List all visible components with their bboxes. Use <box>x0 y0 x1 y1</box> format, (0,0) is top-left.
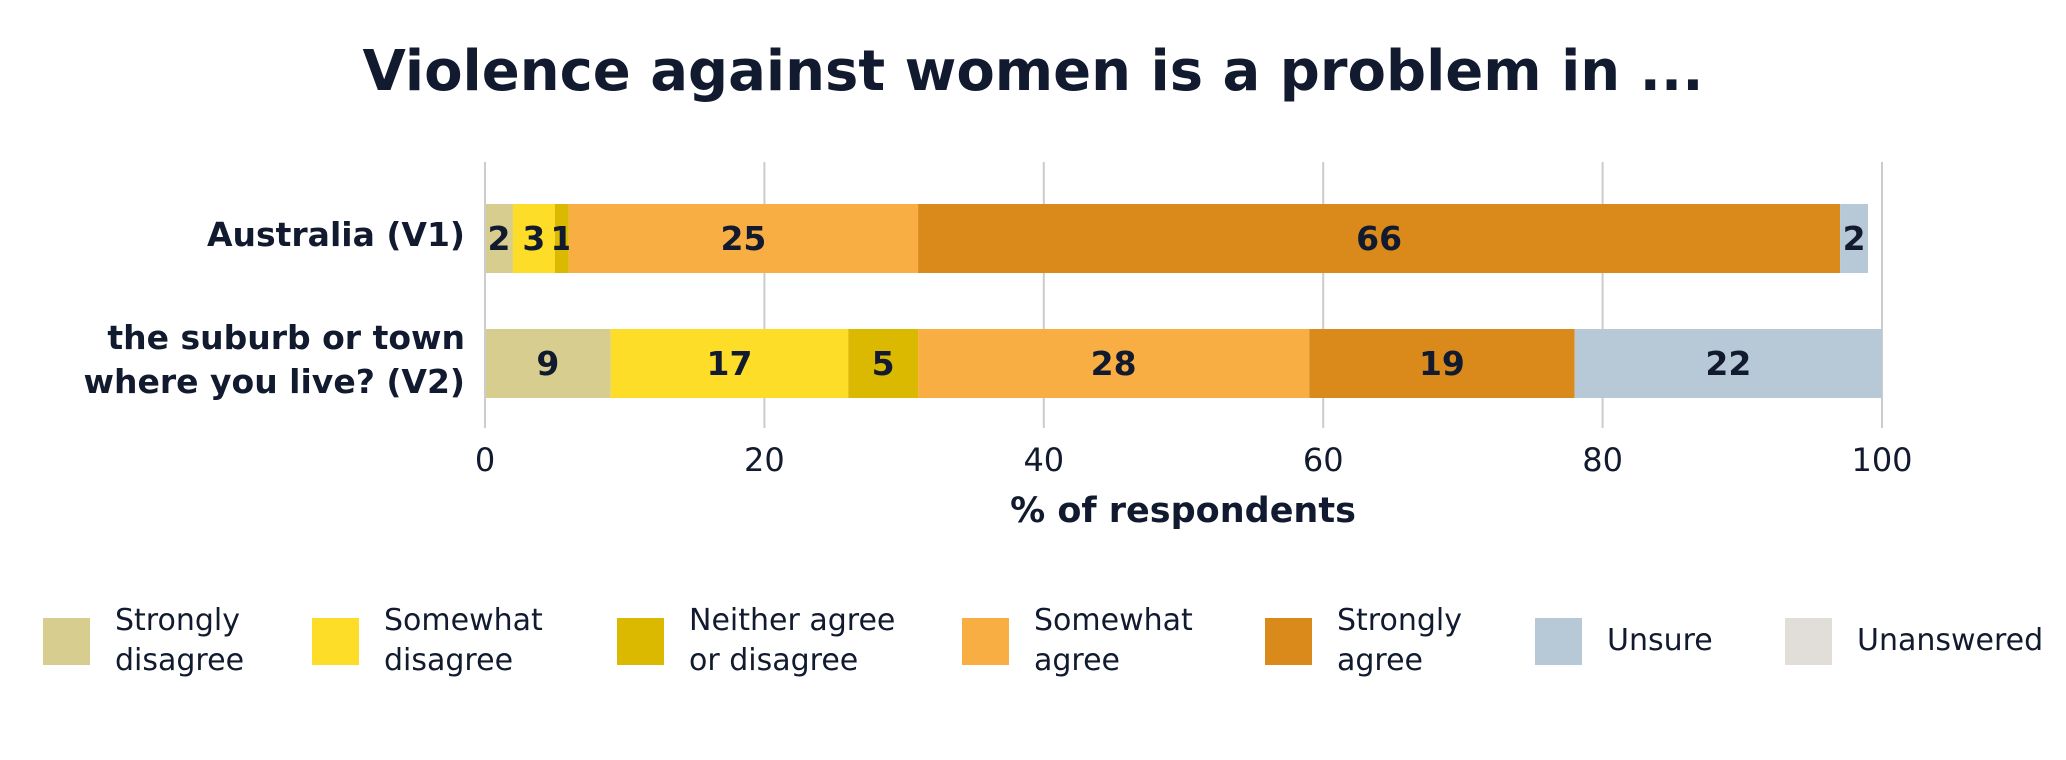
bar-segment <box>485 204 513 273</box>
legend-label: Neither agree or disagree <box>689 603 896 678</box>
data-label: 1 <box>550 219 573 258</box>
data-label: 28 <box>1091 344 1137 383</box>
legend-swatch <box>617 618 664 665</box>
x-tick-label: 0 <box>475 441 495 479</box>
legend-label: Somewhat agree <box>1034 603 1193 678</box>
data-label: 66 <box>1356 219 1402 258</box>
legend-swatch <box>312 618 359 665</box>
bar-segment <box>1840 204 1869 273</box>
chart-title: Violence against women is a problem in .… <box>363 39 1704 104</box>
legend-swatch <box>1785 618 1832 665</box>
data-label: 2 <box>1843 219 1866 258</box>
x-axis-label: % of respondents <box>1010 491 1356 531</box>
data-label: 19 <box>1419 344 1465 383</box>
bar-segment <box>918 204 1841 273</box>
legend-label: Somewhat disagree <box>384 603 543 678</box>
category-label: Australia (V1) <box>206 214 465 254</box>
x-tick-label: 40 <box>1023 441 1064 479</box>
bar-segment <box>485 329 611 398</box>
data-label: 9 <box>536 344 559 383</box>
data-label: 5 <box>872 344 895 383</box>
bar-segment <box>512 204 555 273</box>
legend-label: Unsure <box>1607 623 1713 658</box>
data-label: 17 <box>707 344 753 383</box>
legend-swatch <box>962 618 1009 665</box>
bar-segment <box>610 329 849 398</box>
x-tick-label: 20 <box>744 441 785 479</box>
legend-swatch <box>1265 618 1312 665</box>
legend-label: Strongly disagree <box>115 603 245 678</box>
legend-label: Strongly agree <box>1337 603 1462 678</box>
data-label: 3 <box>522 219 545 258</box>
bar-segment <box>1309 329 1575 398</box>
x-tick-label: 100 <box>1851 441 1912 479</box>
bar-segment <box>848 329 919 398</box>
bar-segment <box>554 204 569 273</box>
legend-swatch <box>1535 618 1582 665</box>
legend-label: Unanswered <box>1857 623 2044 658</box>
data-label: 22 <box>1705 344 1751 383</box>
data-label: 25 <box>720 219 766 258</box>
data-label: 2 <box>487 219 510 258</box>
x-tick-label: 80 <box>1582 441 1623 479</box>
legend-swatch <box>43 618 90 665</box>
x-tick-label: 60 <box>1303 441 1344 479</box>
category-label: the suburb or town where you live? (V2) <box>83 317 465 401</box>
bar-segment <box>1574 329 1882 398</box>
bar-segment <box>568 204 919 273</box>
bar-segment <box>918 329 1310 398</box>
